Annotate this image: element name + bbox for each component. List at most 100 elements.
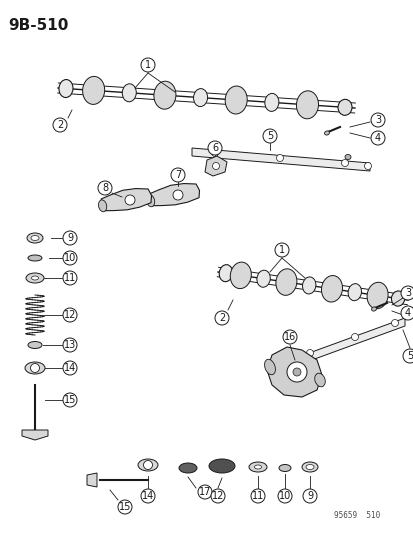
Circle shape [292,368,300,376]
Circle shape [286,362,306,382]
Text: 8: 8 [102,183,108,193]
Ellipse shape [146,195,154,207]
Circle shape [171,168,185,182]
Polygon shape [192,148,369,171]
Polygon shape [87,473,97,487]
Ellipse shape [321,276,342,302]
Circle shape [262,129,276,143]
Circle shape [118,500,132,514]
Ellipse shape [31,276,38,280]
Text: 10: 10 [64,253,76,263]
Circle shape [197,485,211,499]
Circle shape [400,306,413,320]
Polygon shape [149,183,199,206]
Ellipse shape [256,270,270,287]
Polygon shape [204,156,226,176]
Circle shape [391,319,398,327]
Circle shape [402,349,413,363]
Text: 3: 3 [374,115,380,125]
Circle shape [143,461,152,470]
Ellipse shape [83,76,104,104]
Ellipse shape [302,277,315,294]
Ellipse shape [98,200,107,212]
Ellipse shape [138,459,158,471]
Text: 12: 12 [211,491,224,501]
Circle shape [141,489,154,503]
Text: 14: 14 [142,491,154,501]
Ellipse shape [314,373,325,387]
Ellipse shape [347,284,361,301]
Text: 2: 2 [57,120,63,130]
Text: 4: 4 [374,133,380,143]
Circle shape [63,271,77,285]
Polygon shape [289,318,404,368]
Ellipse shape [225,86,247,114]
Ellipse shape [344,155,350,159]
Circle shape [63,361,77,375]
Text: 9: 9 [306,491,312,501]
Ellipse shape [264,359,275,375]
Ellipse shape [25,362,45,374]
Text: 4: 4 [404,308,410,318]
Ellipse shape [230,262,251,288]
Text: 1: 1 [278,245,285,255]
Ellipse shape [28,342,42,349]
Ellipse shape [337,99,351,115]
Circle shape [274,243,288,257]
Circle shape [53,118,67,132]
Text: 1: 1 [145,60,151,70]
Ellipse shape [278,464,290,472]
Circle shape [211,149,218,157]
Ellipse shape [209,459,235,473]
Circle shape [173,190,183,200]
Circle shape [98,181,112,195]
Polygon shape [22,430,48,440]
Circle shape [282,330,296,344]
Circle shape [370,113,384,127]
Ellipse shape [248,462,266,472]
Ellipse shape [275,269,296,295]
Text: 6: 6 [211,143,218,153]
Text: 9B-510: 9B-510 [8,18,68,33]
Text: 15: 15 [119,502,131,512]
Circle shape [277,489,291,503]
Circle shape [276,155,283,161]
Polygon shape [266,347,321,397]
Circle shape [125,195,135,205]
Circle shape [302,489,316,503]
Circle shape [63,251,77,265]
Circle shape [141,58,154,72]
Circle shape [63,308,77,322]
Ellipse shape [254,465,261,469]
Circle shape [63,393,77,407]
Ellipse shape [154,81,176,109]
Text: 12: 12 [64,310,76,320]
Text: 95659  510: 95659 510 [333,511,379,520]
Circle shape [370,131,384,145]
Ellipse shape [193,88,207,107]
Ellipse shape [26,273,44,283]
Circle shape [63,231,77,245]
Circle shape [341,159,348,166]
Circle shape [63,338,77,352]
Ellipse shape [390,291,404,306]
Ellipse shape [178,463,197,473]
Ellipse shape [264,93,278,111]
Text: 5: 5 [406,351,412,361]
Text: 15: 15 [64,395,76,405]
Ellipse shape [31,236,39,240]
Circle shape [400,286,413,300]
Text: 9: 9 [67,233,73,243]
Text: 5: 5 [266,131,273,141]
Ellipse shape [27,233,43,243]
Text: 11: 11 [251,491,263,501]
Ellipse shape [296,91,318,119]
Circle shape [250,489,264,503]
Text: 3: 3 [404,288,410,298]
Text: 10: 10 [278,491,290,501]
Ellipse shape [28,255,42,261]
Ellipse shape [59,79,73,98]
Text: 2: 2 [218,313,225,323]
Circle shape [211,489,224,503]
Circle shape [351,334,358,341]
